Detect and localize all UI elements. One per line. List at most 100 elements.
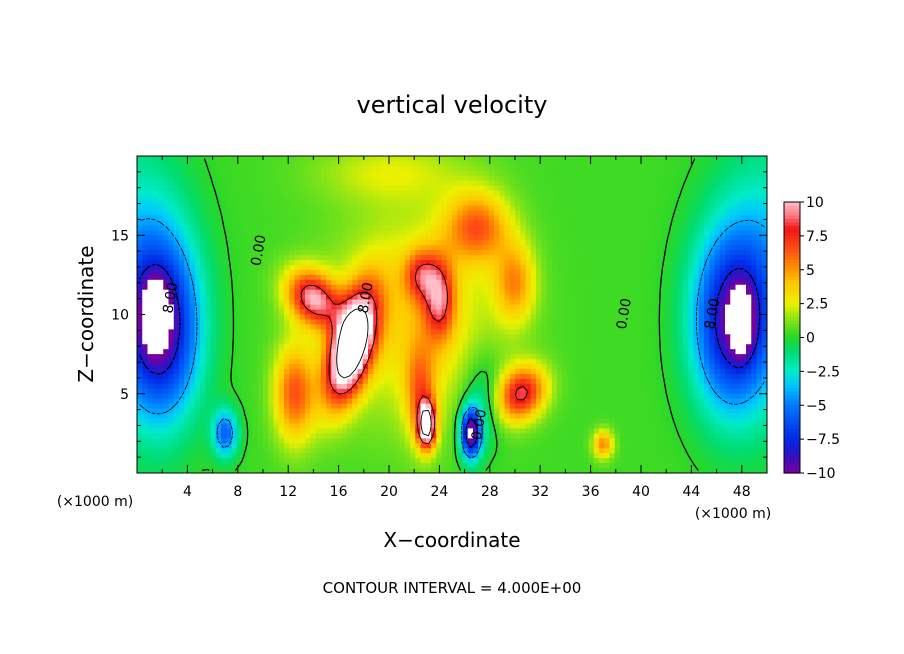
field-cell <box>478 344 485 350</box>
field-cell <box>420 334 427 340</box>
field-cell <box>740 344 747 350</box>
field-cell <box>284 349 290 355</box>
field-cell <box>368 269 374 276</box>
field-cell <box>683 309 689 316</box>
field-cell <box>662 245 668 251</box>
field-cell <box>278 274 285 281</box>
field-cell <box>425 205 432 212</box>
field-cell <box>294 185 301 192</box>
field-cell <box>441 329 448 335</box>
field-cell <box>404 225 411 231</box>
field-cell <box>194 190 201 197</box>
field-cell <box>247 314 254 321</box>
field-cell <box>525 215 532 221</box>
field-cell <box>142 314 149 321</box>
field-cell <box>651 156 658 162</box>
field-cell <box>152 190 159 197</box>
field-cell <box>609 255 616 261</box>
field-cell <box>163 225 170 231</box>
field-cell <box>494 220 500 226</box>
field-cell <box>562 299 569 306</box>
field-cell <box>441 284 448 291</box>
field-cell <box>179 269 185 276</box>
field-cell <box>557 170 563 177</box>
field-cell <box>242 329 248 335</box>
field-cell <box>620 334 626 340</box>
field-cell <box>341 250 348 256</box>
field-cell <box>221 260 227 266</box>
field-cell <box>173 269 180 276</box>
field-cell <box>593 195 600 202</box>
field-cell <box>667 294 674 301</box>
field-cell <box>719 180 726 187</box>
field-cell <box>688 240 695 246</box>
field-cell <box>378 304 385 311</box>
field-cell <box>247 319 254 325</box>
field-cell <box>410 255 416 261</box>
field-cell <box>179 225 185 231</box>
field-cell <box>215 284 222 291</box>
field-cell <box>499 324 506 330</box>
field-cell <box>761 274 767 281</box>
field-cell <box>504 220 511 226</box>
field-cell <box>478 349 485 355</box>
field-cell <box>662 274 668 281</box>
field-cell <box>289 274 296 281</box>
field-cell <box>620 284 626 291</box>
field-cell <box>315 269 322 276</box>
field-cell <box>735 185 742 192</box>
field-cell <box>588 205 595 212</box>
field-cell <box>341 314 348 321</box>
field-cell <box>368 304 374 311</box>
field-cell <box>215 185 222 192</box>
field-cell <box>163 250 170 256</box>
field-cell <box>683 156 689 162</box>
field-cell <box>179 235 185 241</box>
field-cell <box>179 334 185 340</box>
field-cell <box>462 279 469 286</box>
field-cell <box>630 156 637 162</box>
field-cell <box>173 264 180 271</box>
field-cell <box>257 215 264 221</box>
field-cell <box>399 215 406 221</box>
field-cell <box>609 230 616 236</box>
field-cell <box>709 170 716 177</box>
field-cell <box>635 309 642 316</box>
field-cell <box>688 230 695 236</box>
field-cell <box>483 205 490 212</box>
field-cell <box>431 245 437 251</box>
field-cell <box>667 245 674 251</box>
field-cell <box>236 279 243 286</box>
field-cell <box>467 349 474 355</box>
field-cell <box>310 170 317 177</box>
field-cell <box>194 359 201 365</box>
field-cell <box>420 284 427 291</box>
field-cell <box>452 284 458 291</box>
field-cell <box>168 235 175 241</box>
field-cell <box>488 289 495 296</box>
field-cell <box>588 279 595 286</box>
field-cell <box>184 339 191 345</box>
field-cell <box>425 235 432 241</box>
field-cell <box>242 200 248 207</box>
field-cell <box>457 304 464 311</box>
field-cell <box>383 195 390 202</box>
field-cell <box>257 309 264 316</box>
field-cell <box>205 309 212 316</box>
field-cell <box>583 319 590 325</box>
field-cell <box>221 289 227 296</box>
field-cell <box>399 269 406 276</box>
field-cell <box>494 190 500 197</box>
field-cell <box>677 354 684 360</box>
field-cell <box>698 314 705 321</box>
field-cell <box>446 230 453 236</box>
field-cell <box>425 215 432 221</box>
field-cell <box>326 289 332 296</box>
field-cell <box>604 334 611 340</box>
field-cell <box>436 170 443 177</box>
field-cell <box>662 190 668 197</box>
field-cell <box>746 309 752 316</box>
field-cell <box>294 294 301 301</box>
field-cell <box>630 274 637 281</box>
field-cell <box>200 215 206 221</box>
